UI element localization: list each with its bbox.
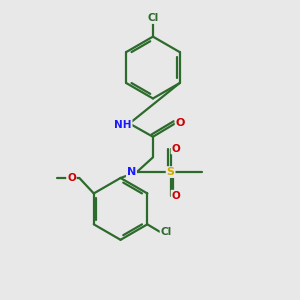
Text: O: O <box>67 173 76 183</box>
Text: S: S <box>167 167 175 177</box>
Text: NH: NH <box>114 120 132 130</box>
Text: Cl: Cl <box>147 13 159 23</box>
Text: O: O <box>172 190 180 201</box>
Text: N: N <box>127 167 136 177</box>
Text: Cl: Cl <box>160 227 172 237</box>
Text: O: O <box>172 143 180 154</box>
Text: O: O <box>176 118 185 128</box>
